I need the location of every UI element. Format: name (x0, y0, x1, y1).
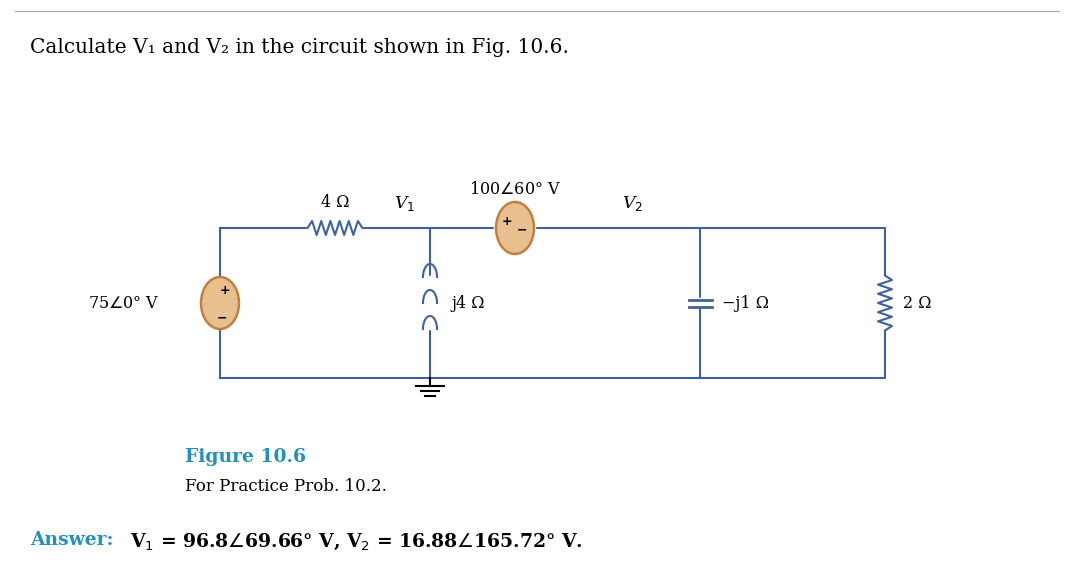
Text: 2 Ω: 2 Ω (903, 294, 931, 311)
Text: j4 Ω: j4 Ω (452, 294, 485, 311)
Text: 100$\angle$60° V: 100$\angle$60° V (469, 181, 561, 198)
Ellipse shape (201, 277, 240, 329)
Text: 4 Ω: 4 Ω (321, 194, 349, 211)
Text: −: − (517, 223, 527, 237)
Ellipse shape (496, 202, 534, 254)
Text: Calculate V₁ and V₂ in the circuit shown in Fig. 10.6.: Calculate V₁ and V₂ in the circuit shown… (30, 38, 569, 57)
Text: 75$\angle$0° V: 75$\angle$0° V (88, 294, 160, 311)
Text: +: + (502, 215, 512, 227)
Text: Answer:: Answer: (30, 531, 120, 549)
Text: V$_2$: V$_2$ (623, 194, 643, 213)
Text: V$_1$: V$_1$ (394, 194, 416, 213)
Text: V$_1$ = 96.8$\angle$69.66° V, V$_2$ = 16.88$\angle$165.72° V.: V$_1$ = 96.8$\angle$69.66° V, V$_2$ = 16… (130, 531, 583, 552)
Text: +: + (220, 283, 230, 297)
Text: −j1 Ω: −j1 Ω (722, 294, 769, 311)
Text: −: − (217, 311, 228, 325)
Text: Figure 10.6: Figure 10.6 (185, 448, 306, 466)
Text: For Practice Prob. 10.2.: For Practice Prob. 10.2. (185, 478, 387, 495)
